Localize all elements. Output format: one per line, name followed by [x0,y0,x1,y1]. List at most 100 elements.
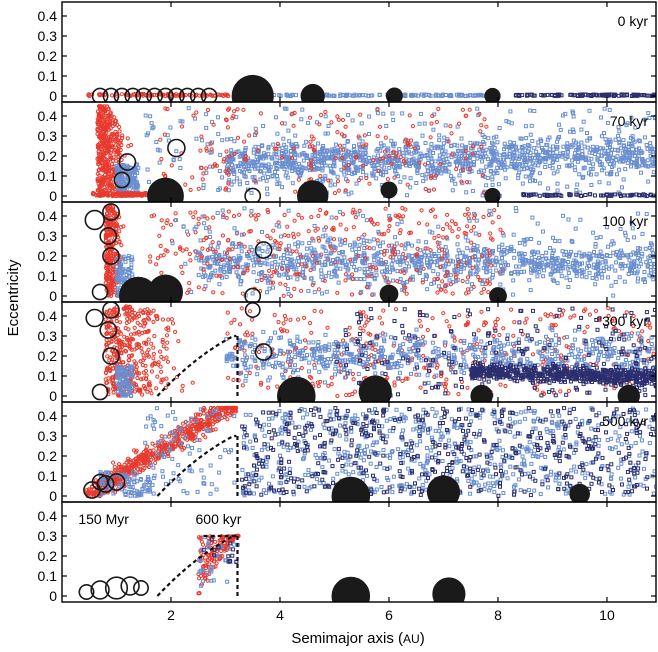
solid-point [325,149,330,154]
solid-point [485,278,490,283]
solid-point [181,224,186,229]
solid-point [389,161,394,166]
embryo-open [91,283,109,301]
solid-point [502,260,507,265]
solid-point [531,260,536,265]
solid-point [129,353,134,359]
solid-point [341,169,346,174]
solid-point [323,176,327,181]
solid-point [380,240,385,245]
solid-point [405,193,410,198]
solid-point [253,164,258,169]
solid-point [250,247,255,252]
solid-point [500,256,504,260]
solid-point [642,270,647,274]
solid-point [160,317,165,322]
solid-point [237,168,242,173]
solid-point [385,177,390,182]
solid-point [238,279,243,283]
solid-point [271,253,276,258]
solid-point [544,262,549,267]
solid-point [537,193,542,198]
solid-point [318,254,323,259]
solid-point [629,115,634,120]
solid-point [129,347,134,352]
solid-point [253,126,258,131]
solid-point [466,216,471,221]
solid-point [596,264,601,269]
solid-point [530,139,535,143]
solid-point [565,266,570,271]
solid-point [471,225,476,230]
y-tick-label: 0.2 [38,148,58,164]
solid-point [130,272,135,277]
solid-point [120,257,125,262]
solid-point [584,275,589,280]
solid-point [478,129,483,134]
solid-point [482,260,487,265]
solid-point [319,274,324,279]
solid-point [259,155,264,160]
solid-point [453,221,458,226]
solid-point [437,241,442,246]
solid-point [346,163,351,168]
embryo-open [254,241,273,259]
solid-point [186,106,191,111]
solid-point [198,252,203,257]
solid-point [258,162,263,167]
solid-point [174,149,179,154]
solid-point [414,268,420,273]
solid-point [372,276,377,280]
solid-point [380,156,385,161]
solid-point [230,116,235,121]
solid-point [272,146,277,151]
solid-point [646,255,651,260]
solid-point [362,157,367,162]
solid-point [598,146,603,151]
solid-point [201,186,206,190]
solid-point [560,152,565,157]
solid-point [146,317,152,322]
solid-point [289,257,294,262]
solid-point [632,271,637,276]
solid-point [528,108,533,113]
solid-point [295,277,300,282]
solid-point [594,172,599,177]
solid-point [188,258,193,263]
solid-point [142,330,148,335]
solid-point [243,147,248,152]
solid-point [568,92,573,97]
solid-point [422,121,427,126]
solid-point [436,93,441,98]
solid-point [463,148,468,154]
solid-point [124,304,129,309]
solid-point [370,262,375,267]
solid-point [438,162,443,167]
solid-point [403,246,408,251]
solid-point [237,212,242,217]
solid-point [292,286,297,291]
solid-point [533,192,538,197]
solid-point [436,233,441,239]
solid-point [407,264,411,269]
solid-point [274,223,279,228]
solid-point [216,241,221,246]
solid-point [159,270,164,275]
solid-point [476,261,481,266]
solid-point [434,119,439,125]
solid-point [398,155,403,160]
solid-point [291,123,296,128]
solid-point [187,251,192,257]
solid-point [339,132,345,137]
solid-point [402,283,407,288]
solid-point [463,291,469,296]
solid-point [334,274,339,279]
solid-point [140,363,145,368]
solid-point [551,151,556,156]
solid-point [350,276,356,282]
solid-point [309,134,314,139]
solid-point [455,263,460,269]
solid-point [633,125,638,130]
solid-point [429,121,434,126]
solid-point [469,228,474,233]
